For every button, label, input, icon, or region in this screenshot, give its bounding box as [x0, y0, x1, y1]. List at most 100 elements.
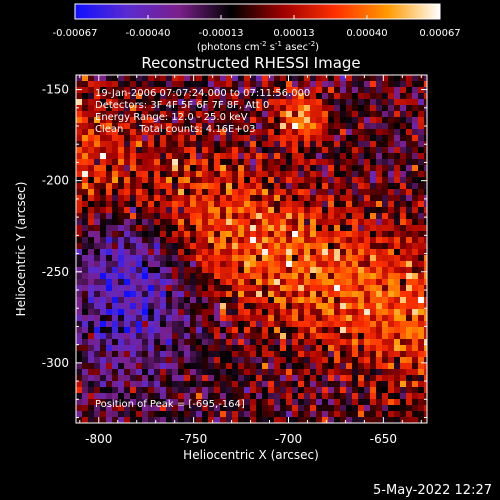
- heatmap-cell: [214, 165, 220, 171]
- heatmap-cell: [106, 315, 112, 321]
- heatmap-cell: [106, 117, 112, 123]
- heatmap-cell: [208, 141, 214, 147]
- heatmap-cell: [304, 351, 310, 357]
- heatmap-cell: [244, 303, 250, 309]
- heatmap-cell: [352, 387, 358, 393]
- heatmap-cell: [88, 417, 94, 423]
- heatmap-cell: [76, 285, 82, 291]
- heatmap-cell: [310, 111, 316, 117]
- heatmap-cell: [286, 339, 292, 345]
- heatmap-cell: [334, 399, 340, 405]
- heatmap-cell: [382, 327, 388, 333]
- heatmap-cell: [124, 309, 130, 315]
- heatmap-cell: [286, 219, 292, 225]
- heatmap-cell: [214, 93, 220, 99]
- heatmap-cell: [298, 129, 304, 135]
- heatmap-cell: [292, 225, 298, 231]
- heatmap-cell: [238, 147, 244, 153]
- heatmap-cell: [94, 99, 100, 105]
- heatmap-cell: [142, 333, 148, 339]
- heatmap-cell: [88, 105, 94, 111]
- heatmap-cell: [100, 183, 106, 189]
- heatmap-cell: [214, 237, 220, 243]
- heatmap-cell: [154, 81, 160, 87]
- heatmap-cell: [280, 237, 286, 243]
- heatmap-cell: [364, 369, 370, 375]
- heatmap-cell: [256, 213, 262, 219]
- heatmap-cell: [304, 105, 310, 111]
- heatmap-cell: [358, 111, 364, 117]
- heatmap-cell: [310, 381, 316, 387]
- heatmap-cell: [424, 411, 427, 417]
- heatmap-cell: [352, 333, 358, 339]
- heatmap-cell: [388, 393, 394, 399]
- heatmap-cell: [256, 375, 262, 381]
- heatmap-cell: [256, 309, 262, 315]
- heatmap-cell: [136, 351, 142, 357]
- heatmap-cell: [154, 339, 160, 345]
- heatmap-cell: [268, 201, 274, 207]
- heatmap-cell: [406, 195, 412, 201]
- heatmap-cell: [220, 369, 226, 375]
- heatmap-cell: [184, 81, 190, 87]
- heatmap-cell: [214, 177, 220, 183]
- heatmap-cell: [142, 123, 148, 129]
- heatmap-cell: [184, 351, 190, 357]
- heatmap-cell: [304, 213, 310, 219]
- heatmap-cell: [280, 255, 286, 261]
- heatmap-cell: [304, 363, 310, 369]
- heatmap-cell: [274, 405, 280, 411]
- heatmap-cell: [376, 369, 382, 375]
- heatmap-cell: [346, 171, 352, 177]
- heatmap-cell: [178, 351, 184, 357]
- heatmap-cell: [388, 195, 394, 201]
- heatmap-cell: [406, 417, 412, 423]
- heatmap-cell: [160, 219, 166, 225]
- heatmap-cell: [232, 417, 238, 423]
- heatmap-cell: [94, 105, 100, 111]
- heatmap-cell: [268, 321, 274, 327]
- heatmap-cell: [418, 303, 424, 309]
- heatmap-cell: [304, 225, 310, 231]
- heatmap-cell: [136, 261, 142, 267]
- heatmap-cell: [196, 357, 202, 363]
- heatmap-cell: [124, 243, 130, 249]
- heatmap-cell: [214, 315, 220, 321]
- heatmap-cell: [106, 249, 112, 255]
- heatmap-cell: [142, 255, 148, 261]
- heatmap-cell: [334, 303, 340, 309]
- heatmap-cell: [208, 255, 214, 261]
- heatmap-cell: [106, 411, 112, 417]
- heatmap-cell: [292, 231, 298, 237]
- heatmap-cell: [286, 291, 292, 297]
- heatmap-cell: [280, 375, 286, 381]
- heatmap-cell: [130, 369, 136, 375]
- heatmap-cell: [250, 327, 256, 333]
- heatmap-cell: [124, 375, 130, 381]
- heatmap-cell: [310, 141, 316, 147]
- heatmap-cell: [292, 111, 298, 117]
- heatmap-cell: [100, 105, 106, 111]
- heatmap-cell: [202, 249, 208, 255]
- heatmap-cell: [148, 309, 154, 315]
- heatmap-cell: [118, 195, 124, 201]
- heatmap-cell: [124, 297, 130, 303]
- heatmap-cell: [322, 123, 328, 129]
- heatmap-cell: [256, 129, 262, 135]
- heatmap-cell: [412, 189, 418, 195]
- heatmap-cell: [106, 135, 112, 141]
- heatmap-cell: [100, 237, 106, 243]
- heatmap-cell: [238, 405, 244, 411]
- heatmap-cell: [244, 273, 250, 279]
- heatmap-cell: [184, 111, 190, 117]
- heatmap-cell: [184, 285, 190, 291]
- heatmap-cell: [352, 243, 358, 249]
- heatmap-cell: [244, 345, 250, 351]
- heatmap-cell: [340, 165, 346, 171]
- heatmap-cell: [124, 129, 130, 135]
- heatmap-cell: [412, 99, 418, 105]
- heatmap-cell: [226, 411, 232, 417]
- heatmap-cell: [334, 75, 340, 81]
- heatmap-cell: [124, 171, 130, 177]
- heatmap-cell: [310, 201, 316, 207]
